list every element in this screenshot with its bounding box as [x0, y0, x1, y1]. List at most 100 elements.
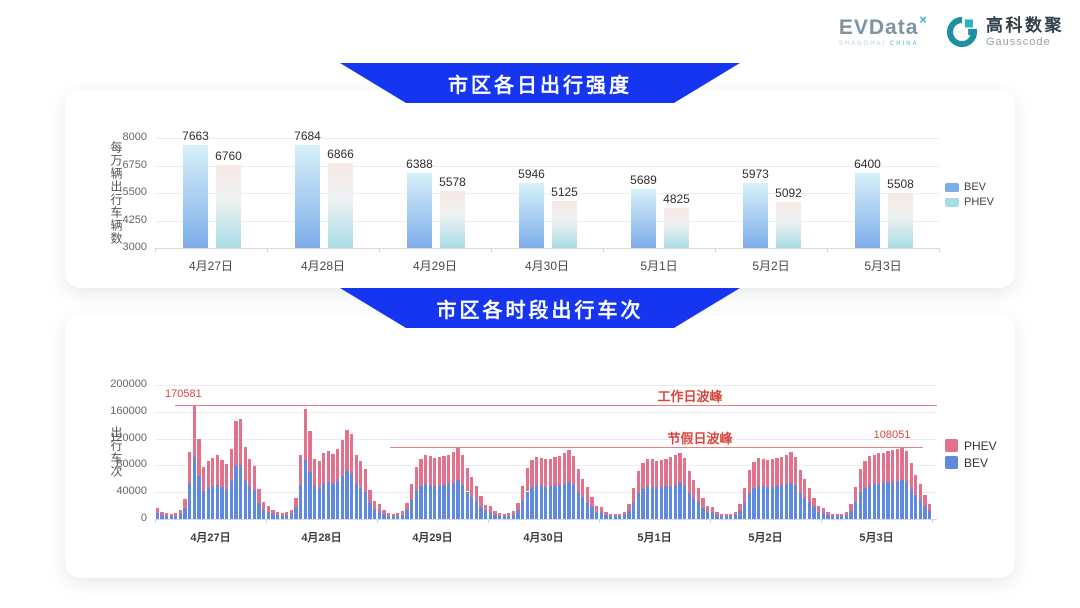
legend-swatch	[945, 198, 959, 207]
y-tick-label: 4250	[122, 213, 147, 226]
x-tick-label: 4月28日	[301, 532, 342, 544]
phev-bar	[585, 486, 590, 502]
phev-bar	[474, 485, 478, 501]
phev-bar	[262, 501, 266, 510]
bev-bar	[877, 483, 881, 519]
phev-bar	[692, 480, 696, 498]
bev-bar	[585, 501, 590, 519]
bev-bar	[312, 486, 317, 519]
bev-bar	[285, 515, 289, 519]
phev-bar	[308, 431, 312, 472]
bev-bar	[373, 509, 377, 519]
legend-item-bev[interactable]: BEV	[945, 181, 1015, 193]
bev-bar	[234, 466, 238, 519]
bev-bar	[904, 482, 909, 519]
phev-bar	[234, 421, 238, 467]
evdata-logo-subtitle: SHANGHAI CHINA	[839, 41, 919, 47]
phev-bar	[266, 505, 270, 512]
legend-item-phev[interactable]: PHEV	[945, 438, 1015, 453]
bev-bar	[493, 514, 497, 519]
bev-bar	[595, 511, 599, 519]
phev-bar	[798, 470, 802, 493]
bev-bar	[855, 173, 880, 248]
phev-bar	[743, 488, 747, 503]
bar-value-label: 6760	[215, 149, 242, 164]
phev-bar	[243, 446, 247, 480]
workday-peak-line	[175, 404, 937, 407]
bev-bar	[780, 485, 784, 519]
tick-mark	[939, 248, 940, 252]
phev-bar	[345, 429, 349, 471]
phev-bar	[188, 452, 192, 483]
bev-bar	[576, 492, 580, 519]
daily-intensity-chart: 3000 4250 5500 6750 8000 每万辆出行车辆数 7663 6760 4月27…	[65, 90, 1015, 288]
bev-bar	[854, 501, 858, 519]
tick-mark	[491, 248, 492, 252]
bev-bar	[289, 513, 293, 519]
legend-item-phev[interactable]: PHEV	[945, 196, 1015, 208]
bev-bar	[743, 502, 747, 519]
bev-bar	[257, 502, 261, 519]
phev-bar	[867, 456, 872, 485]
phev-bar	[456, 447, 460, 481]
bev-bar	[519, 183, 544, 248]
bev-bar	[770, 486, 775, 519]
phev-bar	[863, 460, 867, 488]
legend-item-bev[interactable]: BEV	[945, 455, 1015, 470]
phev-bar	[539, 458, 543, 487]
phev-bar	[567, 449, 571, 482]
bev-bar	[655, 487, 659, 519]
y-tick-label: 160000	[110, 404, 147, 417]
phev-bar	[516, 502, 520, 511]
bev-bar	[359, 487, 363, 519]
bev-bar	[627, 511, 631, 519]
bev-bar	[229, 481, 233, 519]
bev-bar	[530, 487, 534, 519]
phev-bar	[294, 497, 298, 508]
bev-bar	[280, 515, 284, 519]
bar-value-label: 6866	[327, 146, 354, 161]
phev-bar	[437, 457, 441, 486]
bev-bar	[169, 516, 173, 519]
bev-bar	[599, 512, 603, 519]
phev-bar	[460, 455, 465, 485]
phev-bar	[377, 504, 381, 512]
phev-bar	[440, 191, 465, 248]
phev-bar	[710, 506, 714, 513]
x-tick-label: 5月1日	[640, 259, 678, 273]
phev-bar	[552, 201, 577, 248]
phev-bar	[923, 494, 927, 506]
phev-bar	[807, 487, 812, 502]
phev-bar	[493, 510, 497, 515]
bev-bar	[437, 485, 441, 519]
phev-bar	[918, 484, 923, 501]
chart2-title: 市区各时段出行车次	[436, 299, 644, 322]
phev-bar	[354, 454, 358, 485]
tick-mark	[267, 248, 268, 252]
bev-bar	[511, 514, 515, 519]
gridline	[155, 193, 939, 194]
tick-mark	[710, 519, 711, 523]
bev-bar	[442, 484, 446, 519]
bev-bar	[558, 484, 562, 519]
bev-bar	[914, 495, 918, 519]
phev-bar	[673, 455, 677, 485]
bev-bar	[747, 492, 751, 519]
gausscode-cn-label: 高科数聚	[986, 16, 1064, 35]
bev-bar	[534, 485, 539, 519]
bev-bar	[188, 482, 192, 519]
x-tick-label: 5月1日	[637, 532, 672, 544]
bev-bar	[909, 488, 913, 519]
bev-bar	[465, 491, 469, 519]
phev-bar	[322, 452, 326, 484]
phev-bar	[761, 458, 765, 487]
phev-bar	[664, 458, 668, 487]
bev-bar	[317, 487, 321, 519]
phev-bar	[423, 454, 428, 485]
bev-bar	[571, 484, 576, 519]
evdata-subtitle-right: CHINA	[889, 41, 919, 48]
bev-bar	[618, 516, 622, 519]
bev-bar	[881, 483, 886, 519]
phev-bar	[303, 409, 307, 460]
y-tick-label: 0	[140, 512, 147, 524]
